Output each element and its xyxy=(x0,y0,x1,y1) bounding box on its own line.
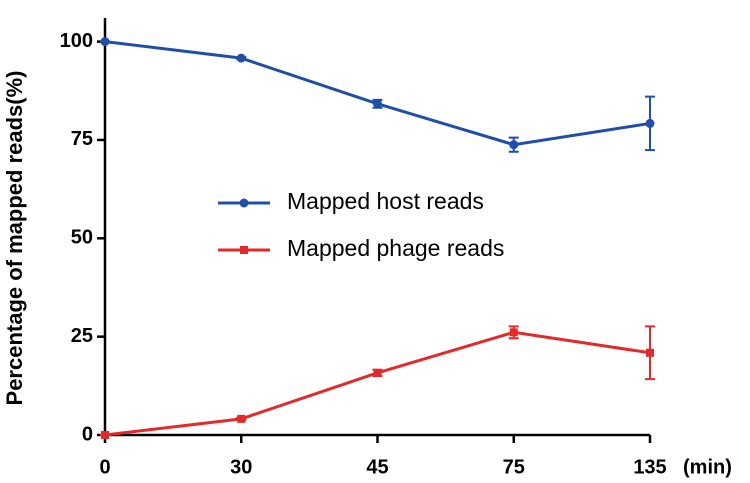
point xyxy=(645,118,655,128)
x-axis-label: (min) xyxy=(683,456,732,478)
x-tick-label: 30 xyxy=(230,456,252,478)
x-tick-label: 45 xyxy=(366,456,388,478)
point xyxy=(373,368,382,377)
y-tick-label: 50 xyxy=(71,227,93,249)
legend-marker xyxy=(240,246,248,254)
point xyxy=(509,140,519,150)
y-tick-label: 75 xyxy=(71,128,93,150)
x-tick-label: 75 xyxy=(503,456,525,478)
point xyxy=(646,348,654,357)
y-tick-label: 25 xyxy=(71,325,93,347)
legend-marker xyxy=(239,198,249,208)
series-line xyxy=(104,40,651,147)
point xyxy=(509,328,518,337)
y-tick-label: 100 xyxy=(60,30,93,52)
x-tick-label: 0 xyxy=(99,456,110,478)
point xyxy=(236,53,246,63)
point xyxy=(101,431,109,439)
legend-label: Mapped host reads xyxy=(287,188,484,214)
legend-label: Mapped phage reads xyxy=(287,235,504,261)
y-tick-label: 0 xyxy=(82,423,93,445)
point xyxy=(237,414,246,423)
point xyxy=(100,37,110,47)
series-line xyxy=(104,330,651,437)
point xyxy=(373,99,382,109)
x-tick-label: 135 xyxy=(633,456,666,478)
y-axis-label: Percentage of mapped reads(%) xyxy=(2,71,27,406)
